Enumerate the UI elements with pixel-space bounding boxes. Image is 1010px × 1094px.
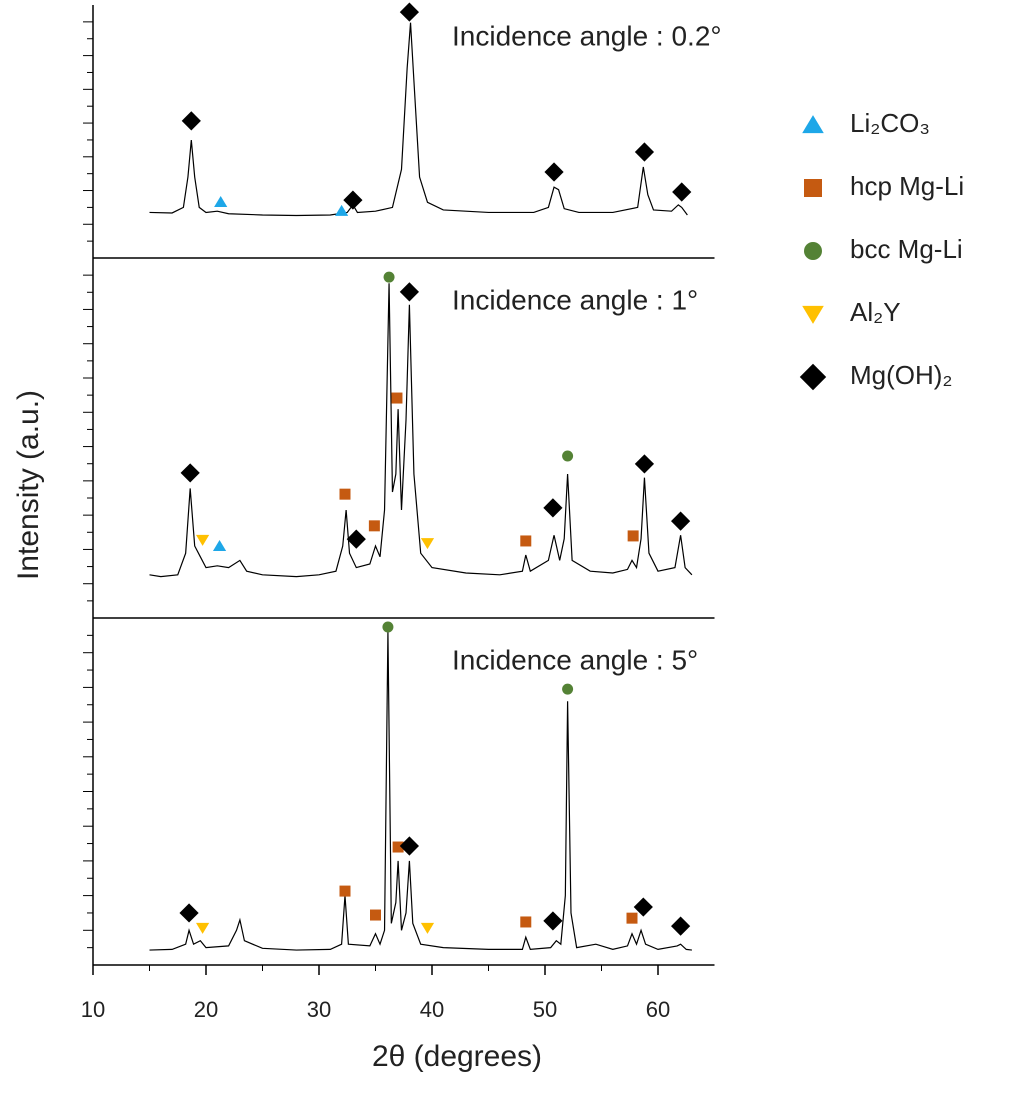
legend-marker [802,305,824,324]
marker [520,535,532,547]
x-tick-label: 50 [533,997,557,1022]
marker [420,922,435,934]
marker [633,897,653,917]
legend-label: Mg(OH)₂ [850,360,953,390]
marker [196,534,210,546]
marker [543,498,563,518]
legend-label: Al₂Y [850,297,901,327]
marker [181,111,201,131]
marker [420,538,435,550]
legend-marker [804,242,822,260]
marker [368,520,380,532]
marker [196,922,210,934]
x-tick-label: 10 [81,997,105,1022]
marker [562,683,574,695]
legend-label: bcc Mg-Li [850,234,963,264]
marker [383,271,395,283]
marker [627,530,639,542]
panel-annotation: Incidence angle : 5° [452,644,698,675]
marker [399,836,419,856]
marker [179,903,199,923]
marker [399,2,419,22]
marker [335,204,349,216]
x-tick-label: 40 [420,997,444,1022]
marker [214,196,228,208]
marker [671,511,691,531]
marker [634,454,655,474]
xrd-line [149,631,692,951]
panel-annotation: Incidence angle : 0.2° [452,20,722,51]
marker [544,162,564,182]
marker [626,912,638,924]
marker [520,916,532,928]
marker [634,142,655,162]
marker [399,282,419,302]
marker [392,841,404,853]
legend-label: Li₂CO₃ [850,108,930,138]
marker [543,911,563,931]
marker [671,916,691,936]
marker [346,529,366,549]
panel-annotation: Incidence angle : 1° [452,284,698,315]
xrd-line [149,22,688,217]
legend-marker [802,115,824,134]
marker [391,392,403,404]
x-tick-label: 60 [646,997,670,1022]
x-tick-label: 20 [194,997,218,1022]
marker [339,885,351,897]
legend-label: hcp Mg-Li [850,171,964,201]
marker [343,190,363,210]
marker [370,909,381,921]
marker [562,450,574,462]
marker [672,182,692,202]
xrd-line [149,283,693,578]
legend-marker [804,179,822,197]
marker [180,463,200,483]
x-axis-title: 2θ (degrees) [372,1040,542,1073]
legend-marker [799,363,827,391]
marker [382,621,394,633]
x-tick-label: 30 [307,997,331,1022]
y-axis-title: Intensity (a.u.) [12,390,45,580]
marker [212,539,227,551]
marker [339,488,351,500]
